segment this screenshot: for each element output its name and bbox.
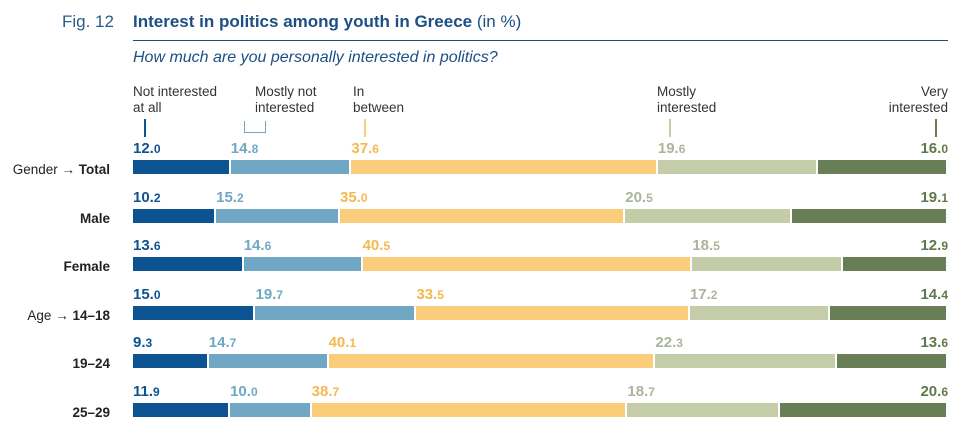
category-label-1: Not interested at all [133, 84, 218, 115]
bar-segment [133, 305, 254, 320]
data-label: 35.0 [340, 188, 368, 206]
data-label: 16.0 [920, 140, 948, 157]
bar-segment [133, 402, 229, 417]
data-label: 37.6 [351, 140, 379, 157]
data-label: 14.4 [920, 285, 948, 303]
row-category: Total [78, 162, 110, 177]
category-marker-5 [935, 119, 937, 137]
bar-segment [133, 354, 207, 368]
data-label: 17.2 [689, 285, 718, 303]
bar-segment [625, 208, 791, 223]
bar-segment [243, 257, 361, 271]
category-label-2: Mostly not interested [255, 84, 317, 115]
category-label-3: In between [353, 84, 405, 115]
bar-segment [830, 305, 946, 320]
title-rule [133, 40, 948, 41]
data-label: 13.6 [920, 334, 948, 351]
bar-segment [230, 402, 310, 417]
bar-segment [416, 305, 688, 320]
data-label: 12.9 [920, 237, 948, 254]
data-label: 18.5 [692, 237, 720, 254]
bar-segment [837, 354, 946, 368]
data-label: 19.7 [255, 285, 284, 303]
bar-segment [328, 354, 654, 368]
bar-segment [689, 305, 829, 320]
data-label: 9.3 [133, 334, 153, 351]
category-label-4: Mostly interested [657, 84, 717, 115]
data-label: 15.2 [216, 188, 244, 206]
row-category: Male [79, 210, 110, 226]
bar-segment [216, 208, 338, 223]
data-label: 10.2 [133, 188, 161, 206]
row-category: 14–18 [72, 307, 110, 323]
row-label: Gender → Total [13, 162, 110, 177]
data-label: 40.5 [362, 237, 391, 254]
figure-subtitle: How much are you personally interested i… [133, 49, 498, 66]
data-label: 33.5 [416, 285, 444, 303]
data-label: 12.0 [133, 140, 161, 157]
bar-segment [655, 354, 836, 368]
data-label: 14.7 [208, 334, 237, 351]
bar-segment [657, 160, 816, 174]
bar-segment [779, 402, 946, 417]
bar-segment [692, 257, 841, 271]
bar-segment [627, 402, 778, 417]
figure-title: Interest in politics among youth in Gree… [133, 12, 521, 32]
bar-segment [842, 257, 946, 271]
figure-label: Fig. 12 [62, 12, 114, 31]
category-marker-3 [364, 119, 366, 137]
data-label: 19.1 [920, 188, 948, 206]
row-group-name: Gender → [12, 162, 79, 177]
row-group-name: Age → [27, 307, 73, 323]
data-label: 14.8 [230, 140, 259, 157]
row-label: Age → 14–18 [27, 308, 110, 323]
figure-title-text: Interest in politics among youth in Gree… [133, 12, 473, 31]
bar-segment [133, 160, 229, 174]
data-label: 14.6 [243, 237, 272, 254]
data-label: 18.7 [627, 382, 655, 400]
row-label: Female [63, 259, 110, 274]
data-label: 40.1 [328, 334, 357, 351]
data-label: 13.6 [133, 237, 161, 254]
bar-segment [208, 354, 327, 368]
row-category: Female [63, 259, 110, 274]
figure-title-unit: (in %) [476, 12, 522, 31]
category-bracket-2 [244, 121, 266, 133]
data-label: 20.5 [625, 188, 653, 206]
bar-segment [340, 208, 624, 223]
bar-segment [351, 160, 656, 174]
row-label: 25–29 [72, 405, 110, 420]
data-label: 19.6 [657, 140, 686, 157]
category-marker-4 [669, 119, 671, 137]
bar-segment [133, 257, 242, 271]
bar-segment [362, 257, 691, 271]
category-marker-1 [144, 119, 146, 137]
data-label: 20.6 [920, 382, 948, 400]
bar-segment [255, 305, 415, 320]
row-label: 19–24 [72, 356, 110, 371]
bar-segment [792, 208, 946, 223]
data-label: 15.0 [133, 285, 161, 303]
row-category: 19–24 [72, 356, 110, 371]
data-label: 11.9 [133, 382, 160, 400]
bar-segment [230, 160, 350, 174]
row-category: 25–29 [72, 404, 110, 420]
category-label-5: Very interested [888, 84, 948, 115]
row-label: Male [80, 211, 110, 226]
bar-segment [311, 402, 626, 417]
bar-segment [817, 160, 946, 174]
data-label: 38.7 [311, 382, 340, 400]
data-label: 10.0 [230, 382, 258, 400]
data-label: 22.3 [655, 334, 683, 351]
bar-segment [133, 208, 215, 223]
